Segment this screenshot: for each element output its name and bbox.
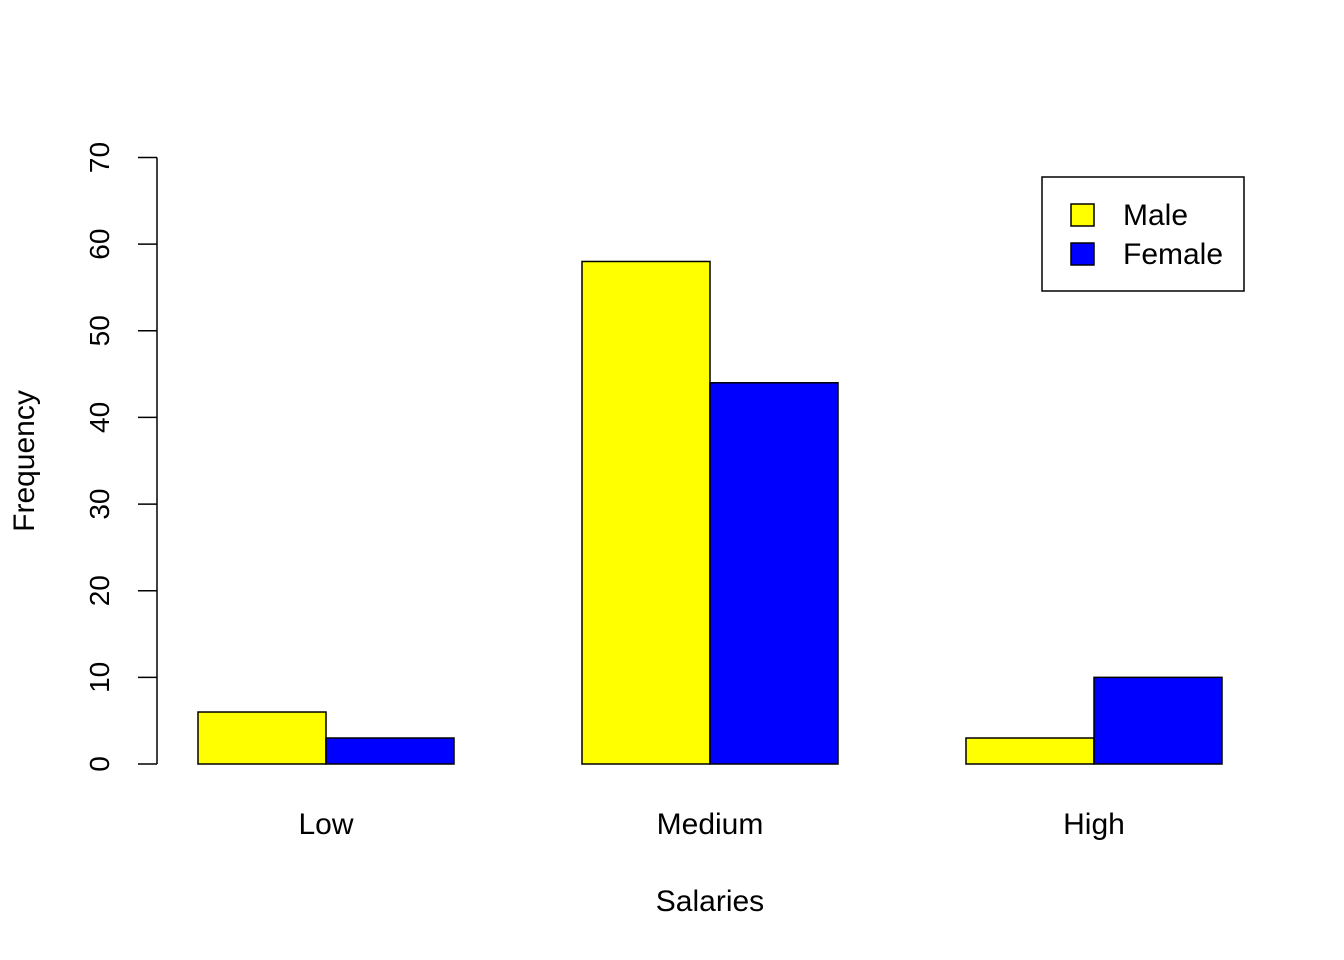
legend: Male Female bbox=[1041, 176, 1245, 292]
legend-label-female: Female bbox=[1123, 238, 1223, 271]
category-label-high: High bbox=[1063, 808, 1125, 841]
category-labels: Low Medium High bbox=[298, 808, 1124, 841]
y-axis-title: Frequency bbox=[8, 390, 41, 532]
bar-high-female bbox=[1093, 676, 1223, 765]
y-tick-label: 40 bbox=[84, 402, 115, 433]
y-axis: 0 10 20 30 40 50 60 70 bbox=[84, 142, 158, 772]
bars bbox=[197, 260, 1223, 765]
legend-label-male: Male bbox=[1123, 199, 1188, 232]
y-tick-label: 10 bbox=[84, 662, 115, 693]
category-label-medium: Medium bbox=[657, 808, 764, 841]
legend-box bbox=[1041, 176, 1245, 292]
bar-medium-female bbox=[709, 382, 839, 765]
y-tick-label: 20 bbox=[84, 575, 115, 606]
bar-medium-male bbox=[581, 260, 711, 765]
bar-low-male bbox=[197, 711, 327, 765]
y-tick-label: 30 bbox=[84, 488, 115, 519]
y-tick-label: 50 bbox=[84, 315, 115, 346]
y-tick-label: 60 bbox=[84, 229, 115, 260]
bar-low-female bbox=[325, 737, 455, 765]
y-tick-label: 0 bbox=[84, 756, 115, 772]
x-axis-title: Salaries bbox=[656, 885, 764, 918]
bar-high-male bbox=[965, 737, 1095, 765]
legend-swatch-female bbox=[1070, 242, 1095, 266]
category-label-low: Low bbox=[298, 808, 353, 841]
legend-swatch-male bbox=[1070, 203, 1095, 227]
y-tick-label: 70 bbox=[84, 142, 115, 173]
